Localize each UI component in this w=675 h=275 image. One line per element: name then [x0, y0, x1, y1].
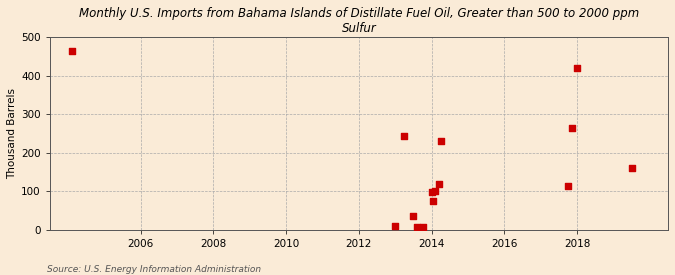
Point — [412, 224, 423, 229]
Point — [566, 126, 577, 130]
Point — [430, 189, 441, 194]
Point — [435, 139, 446, 144]
Y-axis label: Thousand Barrels: Thousand Barrels — [7, 88, 17, 179]
Point — [563, 183, 574, 188]
Point — [428, 199, 439, 203]
Point — [390, 224, 401, 228]
Point — [417, 224, 428, 229]
Point — [426, 190, 437, 194]
Point — [572, 66, 583, 70]
Point — [399, 133, 410, 138]
Point — [433, 182, 444, 186]
Title: Monthly U.S. Imports from Bahama Islands of Distillate Fuel Oil, Greater than 50: Monthly U.S. Imports from Bahama Islands… — [79, 7, 639, 35]
Point — [408, 214, 419, 219]
Point — [626, 166, 637, 170]
Text: Source: U.S. Energy Information Administration: Source: U.S. Energy Information Administ… — [47, 265, 261, 274]
Point — [66, 49, 77, 53]
